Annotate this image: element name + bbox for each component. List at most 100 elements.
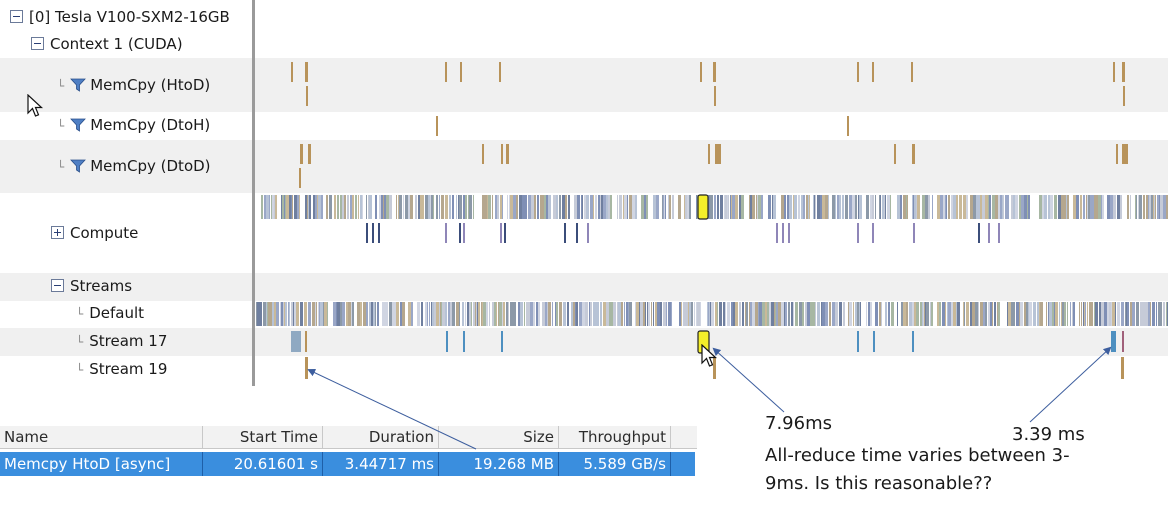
default-stream-bar[interactable] xyxy=(731,302,733,326)
default-stream-bar[interactable] xyxy=(369,302,371,326)
compute-kernel-bar[interactable] xyxy=(948,195,950,219)
default-stream-bar[interactable] xyxy=(575,302,576,326)
default-stream-bar[interactable] xyxy=(1148,302,1150,326)
default-stream-bar[interactable] xyxy=(1126,302,1127,326)
default-stream-bar[interactable] xyxy=(668,302,671,326)
column-header-throughput[interactable]: Throughput xyxy=(559,426,671,449)
default-stream-bar[interactable] xyxy=(807,302,810,326)
tree-item-default[interactable]: └ Default xyxy=(76,304,144,323)
default-stream-bar[interactable] xyxy=(891,302,894,326)
compute-kernel-bar[interactable] xyxy=(519,195,522,219)
compute-kernel-bar[interactable] xyxy=(581,195,582,219)
default-stream-bar[interactable] xyxy=(1121,302,1124,326)
compute-kernel-bar[interactable] xyxy=(366,195,367,219)
compute-kernel-bar[interactable] xyxy=(355,195,357,219)
stream17-bar[interactable] xyxy=(305,331,307,352)
column-header-start-time[interactable]: Start Time xyxy=(203,426,323,449)
compute-kernel-bar[interactable] xyxy=(1143,195,1145,219)
compute-kernel-bar[interactable] xyxy=(1015,195,1018,219)
default-stream-bar[interactable] xyxy=(888,302,890,326)
default-stream-bar[interactable] xyxy=(312,302,315,326)
compute-kernel-bar[interactable] xyxy=(794,195,797,219)
default-stream-bar[interactable] xyxy=(1115,302,1116,326)
compute-kernel-bar[interactable] xyxy=(1087,195,1088,219)
compute-kernel-bar[interactable] xyxy=(900,195,901,219)
default-stream-bar[interactable] xyxy=(1020,302,1023,326)
compute-kernel-bar[interactable] xyxy=(798,195,800,219)
default-stream-bar[interactable] xyxy=(284,302,285,326)
default-stream-bar[interactable] xyxy=(274,302,276,326)
compute-kernel-bar[interactable] xyxy=(946,195,947,219)
compute-kernel-bar[interactable] xyxy=(1011,195,1013,219)
default-stream-bar[interactable] xyxy=(639,302,640,326)
default-stream-bar[interactable] xyxy=(980,302,983,326)
default-stream-bar[interactable] xyxy=(556,302,558,326)
compute-kernel-bar[interactable] xyxy=(445,195,446,219)
tree-item-context[interactable]: Context 1 (CUDA) xyxy=(31,35,183,53)
compute-kernel-bar[interactable] xyxy=(308,195,309,219)
compute-kernel-bar[interactable] xyxy=(653,195,656,219)
compute-kernel-bar[interactable] xyxy=(284,195,285,219)
memcpy-dtod-bar[interactable] xyxy=(308,144,311,164)
default-stream-bar[interactable] xyxy=(506,302,508,326)
default-stream-bar[interactable] xyxy=(769,302,770,326)
default-stream-bar[interactable] xyxy=(337,302,340,326)
default-stream-bar[interactable] xyxy=(442,302,445,326)
default-stream-bar[interactable] xyxy=(1085,302,1086,326)
compute-kernel-bar[interactable] xyxy=(1157,195,1159,219)
compute-kernel-bar[interactable] xyxy=(269,195,270,219)
compute-kernel-bar[interactable] xyxy=(559,195,561,219)
default-stream-bar[interactable] xyxy=(805,302,807,326)
default-stream-bar[interactable] xyxy=(767,302,769,326)
default-stream-bar[interactable] xyxy=(340,302,342,326)
compute-kernel-bar[interactable] xyxy=(610,195,612,219)
compute-kernel-bar[interactable] xyxy=(1005,195,1007,219)
default-stream-bar[interactable] xyxy=(429,302,430,326)
tree-item-streams[interactable]: Streams xyxy=(51,277,132,295)
compute-kernel-bar[interactable] xyxy=(1110,195,1113,219)
default-stream-bar[interactable] xyxy=(942,302,945,326)
default-stream-bar[interactable] xyxy=(717,302,718,326)
default-stream-bar[interactable] xyxy=(916,302,919,326)
compute-kernel-bar[interactable] xyxy=(665,195,666,219)
default-stream-bar[interactable] xyxy=(922,302,923,326)
compute-kernel-bar[interactable] xyxy=(912,195,913,219)
default-stream-bar[interactable] xyxy=(481,302,482,326)
compute-kernel-bar[interactable] xyxy=(468,195,469,219)
default-stream-bar[interactable] xyxy=(635,302,636,326)
default-stream-bar[interactable] xyxy=(1109,302,1111,326)
default-stream-bar[interactable] xyxy=(694,302,695,326)
default-stream-bar[interactable] xyxy=(1037,302,1039,326)
memcpy-dtod-bar[interactable] xyxy=(912,144,915,164)
default-stream-bar[interactable] xyxy=(1019,302,1020,326)
compute-kernel-bar[interactable] xyxy=(735,195,738,219)
column-header-name[interactable]: Name xyxy=(0,426,203,449)
default-stream-bar[interactable] xyxy=(930,302,931,326)
compute-kernel-bar[interactable] xyxy=(907,195,908,219)
column-header-duration[interactable]: Duration xyxy=(323,426,439,449)
memcpy-htod-bar[interactable] xyxy=(700,62,702,82)
default-stream-bar[interactable] xyxy=(685,302,688,326)
compute-kernel-bar[interactable] xyxy=(525,195,527,219)
memcpy-dtod-bar[interactable] xyxy=(1116,144,1118,164)
compute-kernel-bar[interactable] xyxy=(627,195,628,219)
compute-kernel-bar[interactable] xyxy=(781,195,784,219)
compute-kernel-bar[interactable] xyxy=(945,195,946,219)
compute-kernel-bar[interactable] xyxy=(943,195,945,219)
compute-kernel-bar[interactable] xyxy=(556,195,558,219)
default-stream-bar[interactable] xyxy=(475,302,476,326)
default-stream-bar[interactable] xyxy=(352,302,354,326)
default-stream-bar[interactable] xyxy=(268,302,271,326)
default-stream-bar[interactable] xyxy=(389,302,392,326)
compute-kernel-bar[interactable] xyxy=(815,195,816,219)
default-stream-bar[interactable] xyxy=(1125,302,1126,326)
compute-kernel-bar[interactable] xyxy=(261,195,263,219)
default-stream-bar[interactable] xyxy=(448,302,450,326)
default-stream-bar[interactable] xyxy=(456,302,459,326)
default-stream-bar[interactable] xyxy=(1111,302,1112,326)
default-stream-bar[interactable] xyxy=(939,302,941,326)
compute-kernel-bar[interactable] xyxy=(337,195,339,219)
compute-kernel-bar[interactable] xyxy=(513,195,516,219)
compute-kernel-bar[interactable] xyxy=(1113,195,1116,219)
compute-kernel-bar[interactable] xyxy=(629,195,632,219)
